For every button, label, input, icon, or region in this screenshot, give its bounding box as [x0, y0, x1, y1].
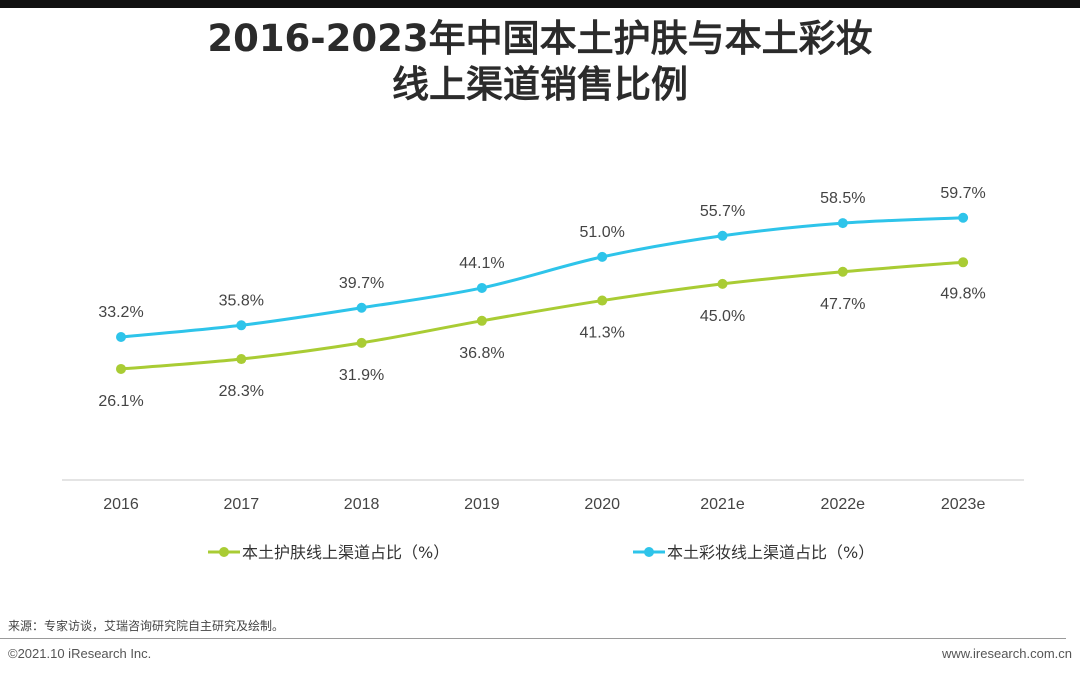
data-label: 51.0%: [580, 224, 625, 241]
data-label: 45.0%: [700, 308, 745, 325]
data-label: 39.7%: [339, 275, 384, 292]
data-point: [837, 266, 848, 277]
line-chart: 2016 2017 2018 2019 2020 2021e 2022e 2023e 26.1…: [62, 185, 1024, 562]
website-text: www.iresearch.com.cn: [941, 646, 1072, 661]
series-points: [116, 212, 969, 374]
data-point: [236, 354, 247, 365]
x-tick-label: 2023e: [941, 496, 986, 513]
data-point: [958, 212, 969, 223]
x-tick-label: 2016: [103, 496, 139, 513]
data-label: 58.5%: [820, 190, 865, 207]
data-point: [597, 295, 608, 306]
data-label: 47.7%: [820, 296, 865, 313]
data-labels: 26.1% 28.3% 31.9% 36.8% 41.3% 45.0% 47.7% 49.8%…: [98, 185, 985, 410]
x-tick-label: 2021e: [700, 496, 745, 513]
data-label: 28.3%: [219, 383, 264, 400]
x-axis: 2016 2017 2018 2019 2020 2021e 2022e 2023e: [62, 479, 1024, 513]
data-point: [837, 218, 848, 229]
top-bar: [0, 0, 1080, 8]
copyright-text: ©2021.10 iResearch Inc.: [8, 646, 152, 661]
data-point: [116, 332, 126, 342]
chart-title-line1: 2016-2023年中国本土护肤与本土彩妆: [207, 17, 873, 60]
data-point: [356, 302, 367, 313]
data-point: [476, 315, 487, 326]
legend-label: 本土护肤线上渠道占比（%）: [242, 543, 449, 562]
legend-swatch-marker: [219, 547, 229, 557]
data-point: [476, 282, 487, 293]
data-point: [356, 337, 367, 348]
legend: 本土护肤线上渠道占比（%） 本土彩妆线上渠道占比（%）: [208, 543, 874, 562]
data-point: [717, 278, 728, 289]
legend-label: 本土彩妆线上渠道占比（%）: [667, 543, 874, 562]
series-line-2: [120, 216, 964, 339]
data-label: 35.8%: [219, 292, 264, 309]
data-point: [236, 320, 247, 331]
data-point: [717, 230, 728, 241]
data-point: [116, 363, 126, 374]
chart-title: 2016-2023年中国本土护肤与本土彩妆 线上渠道销售比例: [0, 16, 1080, 108]
data-label: 55.7%: [700, 203, 745, 220]
data-label: 59.7%: [940, 185, 985, 202]
data-point: [958, 257, 969, 268]
data-label: 33.2%: [98, 304, 143, 321]
data-point: [597, 251, 608, 262]
data-label: 41.3%: [580, 325, 625, 342]
x-tick-label: 2017: [224, 496, 260, 513]
x-tick-label: 2019: [464, 496, 500, 513]
data-label: 36.8%: [459, 345, 504, 362]
chart-title-line2: 线上渠道销售比例: [392, 63, 688, 106]
data-label: 26.1%: [98, 393, 143, 410]
data-label: 44.1%: [459, 255, 504, 272]
data-label: 31.9%: [339, 367, 384, 384]
x-tick-label: 2020: [584, 496, 620, 513]
source-note: 来源：专家访谈，艾瑞咨询研究院自主研究及绘制。: [8, 619, 285, 633]
series-lines: [120, 216, 964, 371]
data-label: 49.8%: [940, 285, 985, 302]
x-tick-label: 2018: [344, 496, 380, 513]
footer-divider: [0, 638, 1066, 639]
series-line-1: [120, 260, 964, 371]
legend-swatch-marker: [644, 547, 654, 557]
x-tick-label: 2022e: [821, 496, 866, 513]
